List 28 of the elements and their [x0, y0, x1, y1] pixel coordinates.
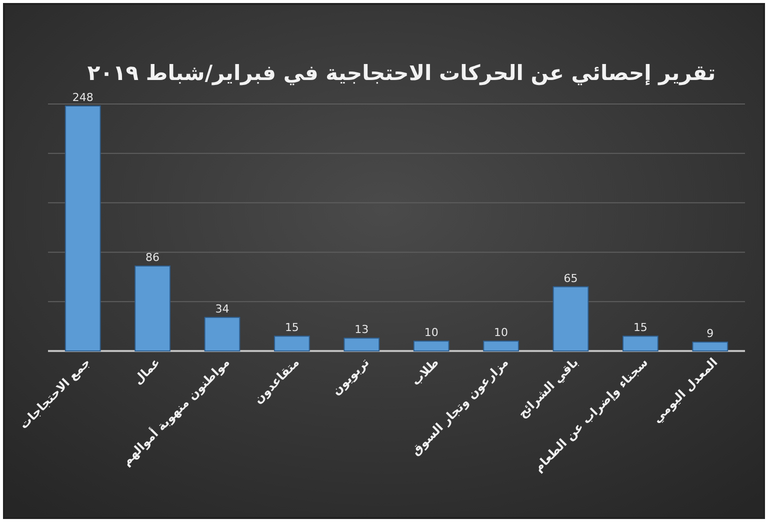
x-tick-label: جمع الاحتجاجات — [16, 355, 93, 432]
bar — [483, 340, 519, 352]
x-tick-label: عمال — [130, 355, 163, 388]
data-label: 34 — [215, 302, 230, 316]
bar — [413, 340, 450, 352]
bar — [134, 266, 170, 352]
bar — [64, 105, 101, 352]
data-label: 9 — [706, 327, 714, 340]
bar — [692, 342, 728, 352]
x-tick-label: تربويون — [329, 355, 372, 398]
bar — [622, 336, 658, 352]
chart-title: تقرير إحصائي عن الحركات الاحتجاجية في فبراير/شباط ٢٠١٩ — [87, 61, 716, 86]
data-label: 248 — [72, 90, 94, 104]
data-label: 15 — [633, 321, 648, 334]
bar — [344, 338, 380, 352]
bar — [204, 316, 240, 352]
x-tick-label: متقاعدون — [250, 355, 302, 406]
data-label: 10 — [494, 326, 508, 340]
data-label: 13 — [354, 323, 369, 336]
bar — [552, 286, 589, 352]
data-label: 65 — [564, 272, 578, 285]
data-label: 10 — [424, 326, 438, 340]
bar — [274, 336, 310, 352]
data-label: 86 — [146, 251, 160, 264]
x-tick-label: المعدل اليومي — [650, 355, 720, 426]
x-tick-label: طلاب — [408, 355, 442, 388]
data-label: 15 — [284, 321, 299, 334]
x-tick-label: باقي الشرائح — [515, 355, 581, 421]
